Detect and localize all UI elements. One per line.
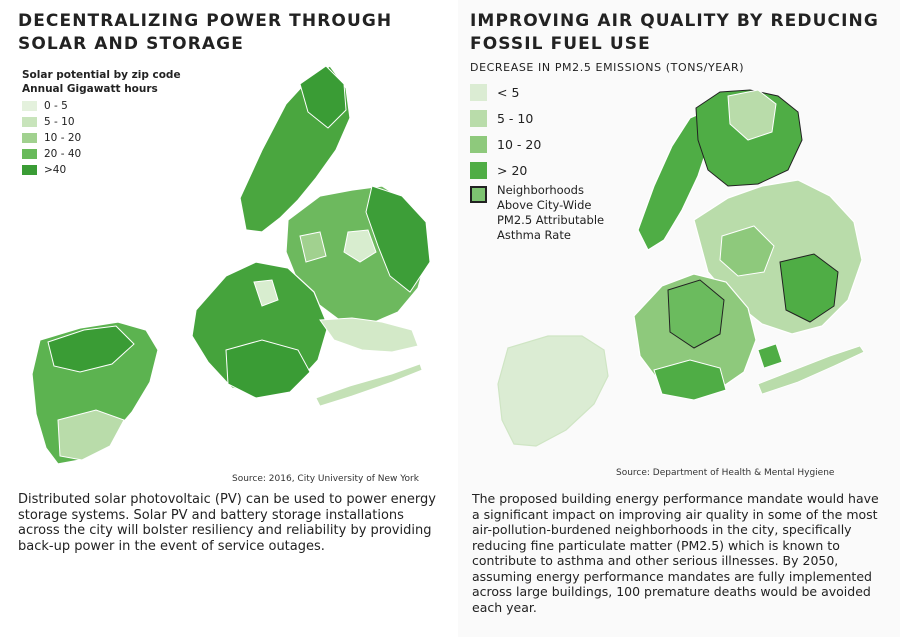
- solar-legend: 0 - 5 5 - 10 10 - 20 20 - 40 >40: [22, 98, 81, 178]
- solar-legend-item: 5 - 10: [22, 114, 81, 130]
- solar-legend-swatch: [22, 101, 37, 111]
- solar-legend-label: 5 - 10: [44, 116, 75, 128]
- air-quality-map-title: IMPROVING AIR QUALITY BY REDUCING FOSSIL…: [470, 11, 879, 54]
- emissions-legend-swatch: [470, 110, 487, 127]
- outlined-neighborhood-swatch: [470, 186, 487, 203]
- emissions-legend-item: 5 - 10: [470, 106, 541, 131]
- staten-island-south-region: [57, 409, 125, 461]
- asthma-neighborhood-legend: Neighborhoods Above City-Wide PM2.5 Attr…: [470, 183, 604, 243]
- emissions-legend-label: 10 - 20: [497, 137, 542, 152]
- queens-light-zip: [343, 229, 377, 263]
- queens-mid-zip: [299, 231, 327, 263]
- solar-legend-label: 10 - 20: [44, 132, 82, 144]
- solar-legend-item: 20 - 40: [22, 146, 81, 162]
- solar-legend-label: 20 - 40: [44, 148, 82, 160]
- emissions-legend-swatch: [470, 136, 487, 153]
- solar-body-text: Distributed solar photovoltaic (PV) can …: [18, 492, 436, 554]
- staten-island-region: [497, 335, 609, 447]
- emissions-legend-swatch: [470, 162, 487, 179]
- air-quality-source: Source: Department of Health & Mental Hy…: [616, 468, 835, 478]
- emissions-legend-item: < 5: [470, 80, 541, 105]
- emissions-legend-swatch: [470, 84, 487, 101]
- rockaway-region: [315, 363, 423, 407]
- nyc-emissions-map: [497, 89, 865, 447]
- emissions-legend-label: > 20: [497, 163, 528, 178]
- neighborhood-label-line4: Asthma Rate: [497, 228, 571, 242]
- jamaica-bay-region: [319, 317, 419, 353]
- brooklyn-south-region: [653, 359, 727, 401]
- emissions-legend-item: > 20: [470, 158, 541, 183]
- emissions-legend: < 5 5 - 10 10 - 20 > 20: [470, 80, 541, 184]
- staten-island-north-region: [47, 325, 135, 373]
- neighborhood-label-line3: PM2.5 Attributable: [497, 213, 605, 227]
- neighborhood-label-line2: Above City-Wide: [497, 198, 592, 212]
- solar-legend-swatch: [22, 117, 37, 127]
- emissions-legend-label: 5 - 10: [497, 111, 534, 126]
- bronx-light-region: [727, 89, 777, 141]
- solar-map-title: DECENTRALIZING POWER THROUGH SOLAR AND S…: [18, 11, 393, 54]
- solar-legend-title-line2: Annual Gigawatt hours: [22, 83, 158, 95]
- neighborhood-label-line1: Neighborhoods: [497, 183, 584, 197]
- solar-legend-label: 0 - 5: [44, 100, 68, 112]
- jamaica-bay-islands: [757, 343, 783, 369]
- brooklyn-high-region: [667, 279, 725, 349]
- bronx-north-region: [299, 65, 347, 129]
- solar-legend-label: >40: [44, 164, 67, 176]
- nyc-solar-map: [31, 65, 431, 465]
- brooklyn-south-region: [225, 339, 311, 399]
- solar-legend-item: >40: [22, 162, 81, 178]
- rockaway-region: [757, 345, 865, 395]
- solar-source: Source: 2016, City University of New Yor…: [232, 474, 419, 484]
- queens-east-region: [365, 185, 431, 293]
- air-quality-body-text: The proposed building energy performance…: [472, 491, 879, 615]
- emissions-legend-subtitle: DECREASE IN PM2.5 EMISSIONS (TONS/YEAR): [470, 61, 745, 74]
- solar-panel: DECENTRALIZING POWER THROUGH SOLAR AND S…: [18, 11, 436, 554]
- solar-legend-title-line1: Solar potential by zip code: [22, 69, 181, 81]
- solar-legend-item: 0 - 5: [22, 98, 81, 114]
- solar-legend-title: Solar potential by zip code Annual Gigaw…: [22, 68, 181, 96]
- brooklyn-light-zip: [253, 279, 279, 307]
- air-quality-panel: IMPROVING AIR QUALITY BY REDUCING FOSSIL…: [458, 0, 900, 637]
- solar-legend-item: 10 - 20: [22, 130, 81, 146]
- solar-legend-swatch: [22, 149, 37, 159]
- queens-high-region: [779, 253, 839, 323]
- queens-mid-region: [719, 225, 775, 277]
- solar-legend-swatch: [22, 133, 37, 143]
- emissions-legend-label: < 5: [497, 85, 520, 100]
- solar-legend-swatch: [22, 165, 37, 175]
- emissions-legend-item: 10 - 20: [470, 132, 541, 157]
